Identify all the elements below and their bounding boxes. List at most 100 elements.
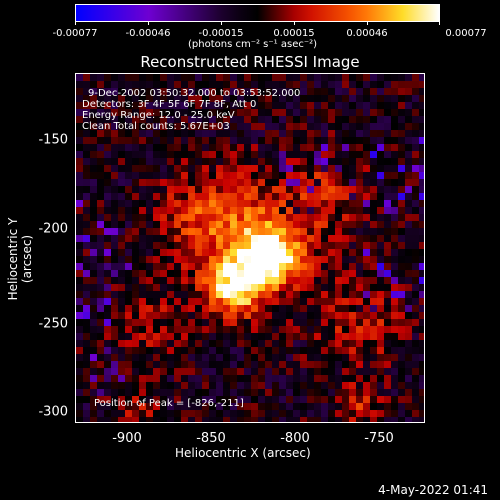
image-pixel xyxy=(363,298,370,305)
image-pixel xyxy=(412,319,419,326)
image-pixel xyxy=(258,235,265,242)
image-pixel xyxy=(181,340,188,347)
image-pixel xyxy=(265,123,272,130)
image-pixel xyxy=(405,354,412,361)
image-pixel xyxy=(83,389,90,396)
image-pixel xyxy=(279,74,286,81)
image-pixel xyxy=(237,249,244,256)
image-pixel xyxy=(216,333,223,340)
image-pixel xyxy=(118,298,125,305)
image-pixel xyxy=(293,417,300,422)
image-pixel xyxy=(370,410,377,417)
image-pixel xyxy=(174,396,181,403)
image-pixel xyxy=(111,116,118,123)
image-pixel xyxy=(202,95,209,102)
image-pixel xyxy=(251,340,258,347)
image-pixel xyxy=(139,368,146,375)
image-pixel xyxy=(391,123,398,130)
image-pixel xyxy=(265,298,272,305)
image-pixel xyxy=(384,151,391,158)
image-pixel xyxy=(307,263,314,270)
image-pixel xyxy=(188,144,195,151)
image-pixel xyxy=(104,319,111,326)
image-pixel xyxy=(370,333,377,340)
image-pixel xyxy=(111,291,118,298)
image-pixel xyxy=(181,186,188,193)
image-pixel xyxy=(202,291,209,298)
image-pixel xyxy=(307,165,314,172)
image-pixel xyxy=(118,235,125,242)
image-pixel xyxy=(118,396,125,403)
image-pixel xyxy=(279,354,286,361)
image-pixel xyxy=(223,340,230,347)
image-pixel xyxy=(118,102,125,109)
image-pixel xyxy=(391,298,398,305)
image-pixel xyxy=(195,144,202,151)
image-pixel xyxy=(118,305,125,312)
image-pixel xyxy=(132,291,139,298)
image-pixel xyxy=(321,263,328,270)
cb-tickmark xyxy=(439,21,440,25)
image-pixel xyxy=(356,200,363,207)
image-pixel xyxy=(167,158,174,165)
image-pixel xyxy=(356,340,363,347)
image-pixel xyxy=(370,312,377,319)
image-pixel xyxy=(104,214,111,221)
image-pixel xyxy=(160,109,167,116)
image-pixel xyxy=(391,207,398,214)
image-pixel xyxy=(279,347,286,354)
image-pixel xyxy=(160,361,167,368)
image-pixel xyxy=(335,207,342,214)
image-pixel xyxy=(279,172,286,179)
image-pixel xyxy=(125,375,132,382)
image-pixel xyxy=(195,151,202,158)
image-pixel xyxy=(398,186,405,193)
image-pixel xyxy=(321,284,328,291)
image-pixel xyxy=(384,382,391,389)
image-pixel xyxy=(230,151,237,158)
image-pixel xyxy=(370,298,377,305)
image-pixel xyxy=(412,74,419,81)
image-pixel xyxy=(321,403,328,410)
image-pixel xyxy=(216,417,223,422)
image-pixel xyxy=(146,81,153,88)
image-pixel xyxy=(279,144,286,151)
image-pixel xyxy=(363,340,370,347)
image-pixel xyxy=(160,277,167,284)
image-pixel xyxy=(146,361,153,368)
image-pixel xyxy=(258,221,265,228)
image-pixel xyxy=(174,361,181,368)
image-pixel xyxy=(314,172,321,179)
image-pixel xyxy=(146,291,153,298)
image-pixel xyxy=(272,326,279,333)
image-pixel xyxy=(153,396,160,403)
image-pixel xyxy=(314,347,321,354)
image-pixel xyxy=(251,354,258,361)
image-pixel xyxy=(272,74,279,81)
image-pixel xyxy=(160,228,167,235)
image-pixel xyxy=(265,319,272,326)
image-pixel xyxy=(328,165,335,172)
image-pixel xyxy=(181,123,188,130)
image-pixel xyxy=(363,158,370,165)
image-pixel xyxy=(265,221,272,228)
image-pixel xyxy=(132,305,139,312)
image-pixel xyxy=(230,102,237,109)
image-pixel xyxy=(153,200,160,207)
image-pixel xyxy=(314,403,321,410)
image-pixel xyxy=(244,130,251,137)
image-pixel xyxy=(328,116,335,123)
image-pixel xyxy=(97,95,104,102)
image-pixel xyxy=(188,284,195,291)
image-pixel xyxy=(90,137,97,144)
image-pixel xyxy=(167,207,174,214)
image-pixel xyxy=(111,326,118,333)
image-pixel xyxy=(188,158,195,165)
image-pixel xyxy=(356,403,363,410)
image-pixel xyxy=(83,354,90,361)
image-pixel xyxy=(363,81,370,88)
image-pixel xyxy=(265,382,272,389)
image-pixel xyxy=(314,165,321,172)
image-pixel xyxy=(153,228,160,235)
image-pixel xyxy=(370,74,377,81)
